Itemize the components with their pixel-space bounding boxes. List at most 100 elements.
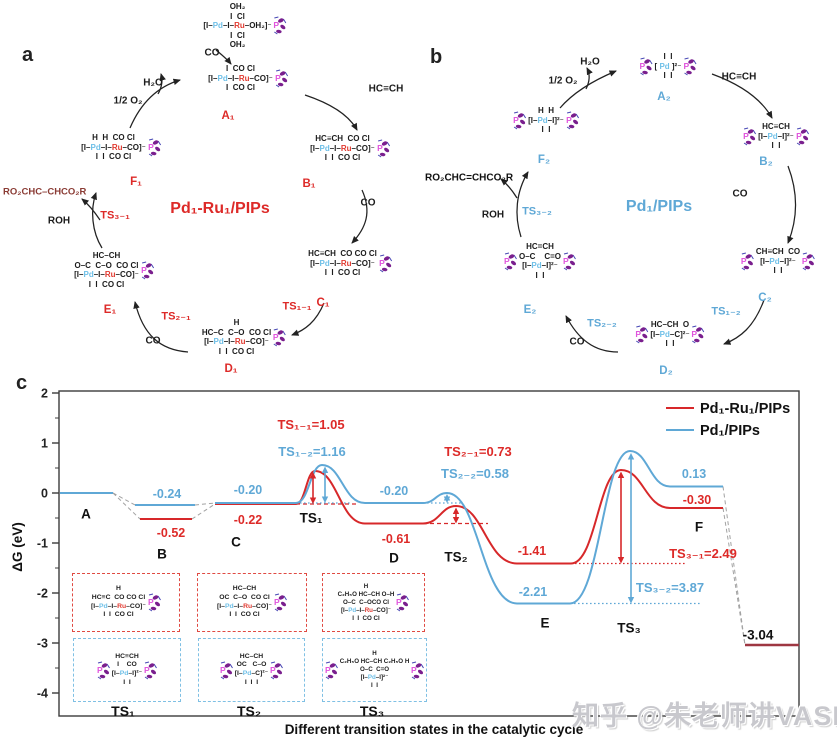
- arrow-product-a: [81, 198, 101, 221]
- y-axis-title: ΔG (eV): [10, 522, 25, 571]
- pip-ligand-icon: P: [144, 661, 158, 680]
- y-tick-label: 2: [41, 386, 48, 400]
- species-label-B₂: B₂: [759, 156, 773, 168]
- arrow-E2-to-F2: [516, 171, 529, 238]
- species-label-F₁: F₁: [130, 176, 142, 188]
- text-label: -0.52: [156, 526, 186, 540]
- barrier-arrowhead-bottom: [617, 557, 625, 564]
- arrow-F2-to-A2: [559, 70, 617, 109]
- text-label: TS₂: [444, 549, 468, 565]
- molecule-formula: H HC≡C CO CO Cl [I–Pd–I–Ru–CO]⁻ I I CO Cl: [91, 585, 146, 619]
- pip-ligand-icon: P: [97, 661, 110, 680]
- text-label: CO: [569, 336, 585, 348]
- arrow-A1-to-B1: [304, 94, 358, 131]
- text-label: TS₃: [617, 620, 641, 636]
- text-label: A: [81, 506, 91, 522]
- grey-dashed-connector: [722, 507, 746, 646]
- barrier-arrowhead-bottom: [309, 497, 317, 504]
- arrow-D2-to-E2: [565, 315, 619, 353]
- molecule-formula: I I[ Pd ]²⁻ I I: [654, 52, 682, 80]
- molecule-formula: HC≡CH CO Cl [I–Pd–I–Ru–CO]⁻ I I CO Cl: [310, 134, 375, 162]
- svg-text:P: P: [411, 665, 417, 675]
- arrow-C2-to-D2: [723, 299, 765, 345]
- ts-structure-box-red-2: HC–CH OC C–O CO Cl [I–Pd–I–Ru–CO]⁻ I I CO C…: [197, 573, 307, 632]
- text-label: TS₃₋₂: [522, 205, 552, 218]
- arrow-E1-to-F1: [90, 192, 103, 249]
- arrow-product-b: [500, 178, 518, 199]
- pip-ligand-icon: P: [396, 593, 410, 612]
- molecule-D1: H HC–C C–O CO Cl [I–Pd–I–Ru–CO]⁻ I I CO Cl P: [202, 318, 287, 356]
- text-label: TS₁₋₁=1.05: [277, 417, 345, 432]
- arrow-h2o-a: [157, 73, 166, 95]
- text-label: -0.22: [233, 513, 263, 527]
- text-label: TS₂₋₂=0.58: [441, 466, 509, 481]
- svg-text:P: P: [274, 597, 280, 607]
- pip-ligand-icon: P: [274, 593, 287, 612]
- molecule-E1: HC–CH O–C C–O CO Cl [I–Pd–I–Ru–CO]⁻ I I CO …: [74, 251, 154, 289]
- svg-text:P: P: [273, 332, 279, 342]
- product-a-label: RO₂CHC–CHCO₂R: [3, 186, 87, 198]
- text-label: -0.20: [379, 484, 409, 498]
- arrow-A2-to-B2: [711, 73, 773, 119]
- pip-ligand-icon: P: [743, 127, 757, 146]
- legend-label: Pd₁-Ru₁/PIPs: [700, 401, 790, 417]
- pip-ligand-icon: P: [274, 16, 287, 35]
- barrier-arrowhead-top: [309, 472, 317, 479]
- text-label: -1.41: [517, 544, 547, 558]
- pip-ligand-icon: P: [325, 661, 338, 680]
- panel-label-b: b: [430, 46, 443, 68]
- species-label-E₁: E₁: [103, 304, 117, 316]
- panel-label-c: c: [16, 372, 28, 394]
- ts-inset-label-TS₃: TS₃: [359, 703, 385, 719]
- text-label: TS₂₋₁=0.73: [444, 444, 512, 459]
- molecule-precursor: OH₂ I Cl [I–Pd–I–Ru–OH₂]⁻ I Cl OH₂ P: [203, 2, 287, 50]
- barrier-arrowhead-bottom: [452, 517, 460, 524]
- text-label: H₂O: [580, 56, 600, 68]
- species-label-D₁: D₁: [224, 363, 238, 375]
- text-label: -0.20: [233, 483, 263, 497]
- molecule-formula: HC–CH OC C–O CO Cl [I–Pd–I–Ru–CO]⁻ I I CO C…: [217, 585, 272, 619]
- y-tick-label: -2: [37, 586, 48, 600]
- pip-ligand-icon: P: [640, 57, 653, 76]
- pip-ligand-icon: P: [504, 252, 517, 271]
- cycle-b-title: Pd₁/PIPs: [625, 198, 693, 215]
- arrow-F1-to-A1: [129, 78, 181, 129]
- y-tick-label: -4: [37, 686, 48, 700]
- energy-curve-Pd₁/PIPs: [215, 450, 723, 605]
- molecule-formula: H C₂H₅O HC–CH O–H O–C C–OCO Cl [I–Pd–I–Ru–C…: [337, 582, 395, 622]
- molecule-C1: HC≡CH CO CO Cl [I–Pd–I–Ru–CO]⁻ I I CO Cl P: [308, 249, 392, 278]
- svg-text:P: P: [325, 665, 331, 675]
- species-label-D₂: D₂: [659, 365, 673, 377]
- text-label: CO: [732, 188, 748, 200]
- cycle-arrows-layer: [81, 49, 797, 353]
- pip-ligand-icon: P: [802, 252, 816, 271]
- molecule-formula: CH≡CH CO [I–Pd–I]²⁻ I I: [755, 247, 801, 275]
- text-label: TS₁: [299, 510, 323, 526]
- molecule-formula: H C₂H₅O HC–CH C₂H₅O H O–C C=O [I–Pd–I]²⁻ I I: [339, 650, 410, 689]
- svg-text:P: P: [148, 597, 154, 607]
- text-label: -0.30: [682, 493, 712, 507]
- text-label: CO: [360, 197, 376, 209]
- pip-ligand-icon: P: [563, 252, 576, 271]
- text-label: CO: [145, 335, 161, 347]
- molecule-F1: H H CO Cl [I–Pd–I–Ru–CO]⁻ I I CO Cl P: [81, 133, 161, 162]
- svg-text:P: P: [741, 256, 747, 266]
- species-label-A₁: A₁: [221, 110, 235, 122]
- svg-text:P: P: [802, 256, 808, 266]
- pip-ligand-icon: P: [692, 325, 705, 344]
- pip-ligand-icon: P: [273, 328, 287, 347]
- text-label: TS₁₋₂=1.16: [278, 444, 346, 459]
- legend-label: Pd₁/PIPs: [700, 423, 760, 439]
- text-label: HC≡CH: [721, 71, 757, 83]
- grey-dashed-connector: [722, 486, 746, 646]
- text-label: TS₃₋₁=2.49: [669, 546, 737, 561]
- text-label: 1/2 O₂: [548, 75, 578, 87]
- text-label: H₂O: [143, 77, 163, 89]
- molecule-formula: HC≡CH [I–Pd–I]²⁻ I I: [758, 122, 794, 150]
- panel-label-a: a: [22, 44, 34, 66]
- product-b-label: RO₂CHC=CHCO₂R: [425, 172, 514, 184]
- arrow-D1-to-E1: [133, 301, 189, 353]
